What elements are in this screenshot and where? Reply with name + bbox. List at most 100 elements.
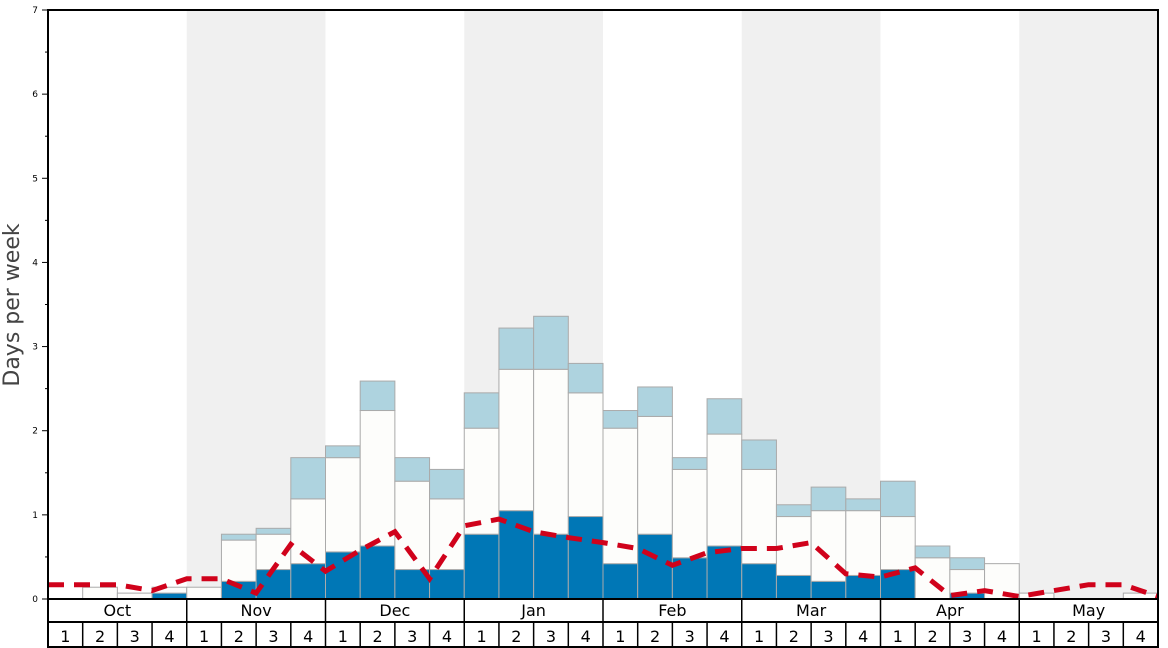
y-tick-label: 3 [32,343,38,353]
bar-light-segment [429,468,465,500]
bar-white-segment [82,586,118,600]
month-shade-may [1019,10,1158,599]
bars [82,315,1159,600]
month-label-dec: Dec [379,601,410,620]
bar-white-segment [637,415,673,535]
bar-white-segment [533,368,569,535]
bar-white-segment [845,510,881,576]
bar-white-segment [914,557,951,600]
month-label-may: May [1072,601,1105,620]
bar-dark-segment [845,574,881,600]
week-label: 3 [823,627,833,646]
bar-white-segment [671,468,708,559]
y-tick-label: 6 [32,90,38,100]
bar-light-segment [463,392,500,429]
week-label: 2 [95,627,105,646]
y-tick-label: 5 [32,174,38,184]
bar-light-segment [498,327,535,370]
week-label: 3 [1101,627,1111,646]
bar-white-segment [186,586,222,600]
bar-dark-segment [810,580,847,600]
week-label: 1 [615,627,625,646]
average-line [48,516,1159,600]
y-tick-label: 1 [32,511,38,521]
bar-white-segment [290,498,326,565]
bar-light-segment [533,315,569,370]
bar-light-segment [359,380,396,412]
bar-white-segment [325,457,361,553]
bar-white-segment [498,368,535,512]
bar-light-segment [671,457,708,470]
bar-dark-segment [359,545,396,600]
week-label: 2 [234,627,244,646]
week-label: 4 [719,627,729,646]
bar-light-segment [394,457,431,482]
week-label: 2 [927,627,937,646]
week-label: 1 [1032,627,1042,646]
bar-dark-segment [463,533,500,600]
month-label-nov: Nov [241,601,272,620]
average-line-path [48,516,1159,600]
bar-white-segment [706,433,743,547]
week-label: 3 [962,627,972,646]
week-label: 4 [581,627,591,646]
week-label: 2 [511,627,521,646]
bar-light-segment [220,533,257,541]
week-label: 3 [130,627,140,646]
bar-dark-segment [775,574,812,600]
bar-dark-segment [429,569,465,600]
bar-light-segment [845,498,881,512]
month-label-mar: Mar [796,601,827,620]
week-label: 2 [1066,627,1076,646]
week-label: 4 [997,627,1007,646]
bar-white-segment [220,539,257,582]
bar-white-segment [359,410,396,547]
y-axis-label: Days per week [0,223,25,386]
bar-light-segment [706,398,743,435]
bar-dark-segment [706,545,743,600]
x-axis: Oct 1 2 3 4 Nov 1 2 3 4 Dec 1 2 3 4 Jan 1 2 3 4 Feb 1 2 3 4 Mar 1 2… [47,599,1159,648]
week-label: 4 [164,627,174,646]
week-label: 1 [477,627,487,646]
week-label: 2 [789,627,799,646]
bar-light-segment [325,445,361,459]
bar-white-segment [567,392,604,518]
bar-light-segment [741,439,777,470]
week-label: 3 [685,627,695,646]
bar-dark-segment [533,533,569,600]
bar-light-segment [810,486,847,512]
week-label: 2 [372,627,382,646]
bar-light-segment [880,480,916,518]
week-label: 4 [858,627,868,646]
bar-dark-segment [741,563,777,600]
bar-dark-segment [290,563,326,600]
y-tick-label: 4 [32,258,38,268]
plot-frame [47,9,1159,600]
bar-dark-segment [637,533,673,600]
week-label: 1 [338,627,348,646]
month-label-feb: Feb [658,601,686,620]
week-label: 3 [268,627,278,646]
y-tick-label: 2 [32,427,38,437]
bar-dark-segment [567,516,604,600]
month-label-jan: Jan [520,601,546,620]
y-axis: 0 1 2 3 4 5 6 7 [32,6,48,605]
month-label-apr: Apr [936,601,964,620]
bar-white-segment [880,516,916,571]
month-shading [186,10,1158,599]
bar-light-segment [255,527,292,535]
week-label: 2 [650,627,660,646]
week-label: 4 [303,627,313,646]
week-label: 1 [754,627,764,646]
week-label: 1 [893,627,903,646]
week-label: 4 [442,627,452,646]
bar-light-segment [567,362,604,394]
bar-light-segment [637,386,673,417]
y-tick-label: 7 [32,6,38,16]
bar-light-segment [914,545,951,559]
week-label: 1 [60,627,70,646]
bar-light-segment [949,557,986,571]
y-tick-label: 0 [32,595,38,605]
week-label: 3 [407,627,417,646]
